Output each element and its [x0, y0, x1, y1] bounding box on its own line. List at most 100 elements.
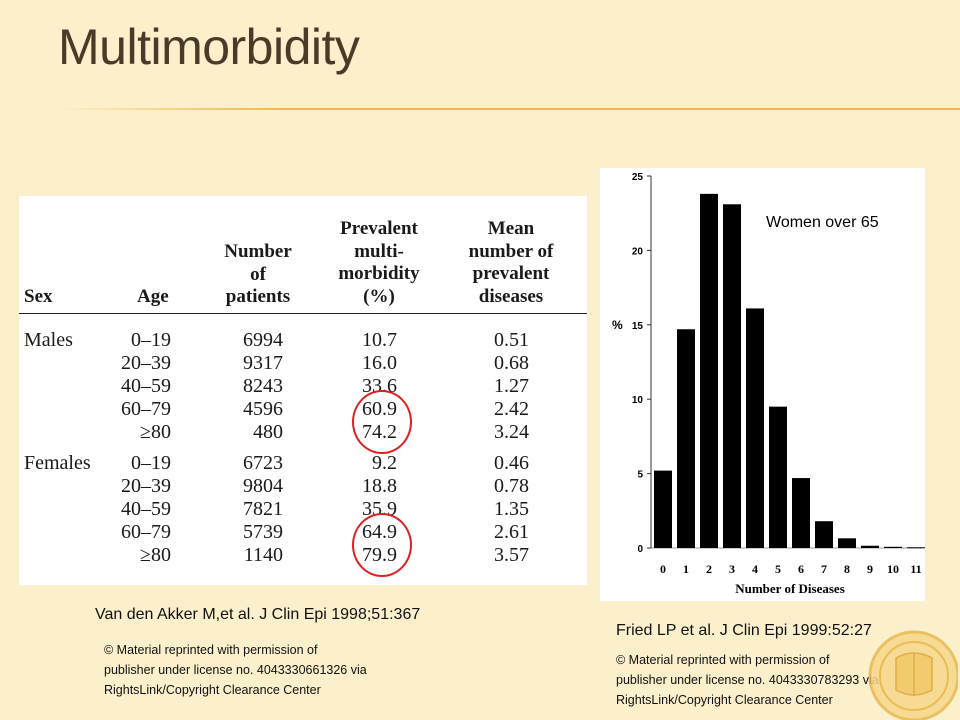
disease-count-histogram: % Number of Diseases Women over 65 05101… — [612, 172, 925, 596]
title-underline — [58, 108, 960, 110]
multimorbidity-table-panel: Sex Age Number of patients Prevalent mul… — [19, 196, 587, 585]
y-axis-label: % — [612, 318, 623, 332]
table-cell-age: 0–19 — [131, 452, 171, 474]
table-cell-age: 0–19 — [131, 329, 171, 351]
header-number-line: of — [250, 263, 266, 285]
slide-title: Multimorbidity — [58, 19, 360, 75]
table-cell-patients: 8243 — [243, 375, 283, 397]
table-cell-age: 60–79 — [121, 521, 171, 543]
x-axis-label: Number of Diseases — [735, 581, 845, 596]
highlight-circle — [352, 390, 412, 454]
y-tick-label: 25 — [632, 172, 644, 183]
table-cell-prevalence: 9.2 — [372, 452, 397, 474]
header-prevalent-line: (%) — [363, 285, 395, 307]
x-tick-label: 4 — [752, 562, 758, 576]
header-mean-line: prevalent — [472, 263, 550, 284]
permission-right: © Material reprinted with permission of … — [616, 650, 879, 710]
x-tick-label: 8 — [844, 562, 850, 576]
histogram-bar — [907, 547, 925, 549]
x-tick-label: 3 — [729, 562, 735, 576]
disease-count-chart-panel: % Number of Diseases Women over 65 0 5 10 1… — [600, 168, 925, 601]
header-mean-line: number of — [468, 240, 554, 262]
header-mean-diseases: Mean number of prevalent diseases — [451, 218, 571, 308]
table-cell-mean: 2.61 — [494, 521, 529, 543]
x-tick-label: 5 — [775, 562, 781, 576]
permission-right-line: © Material reprinted with permission of — [616, 653, 830, 667]
histogram-bar — [746, 308, 764, 548]
header-sex: Sex — [24, 286, 53, 307]
x-tick-label: 1 — [683, 562, 689, 576]
table-cell-prevalence: 10.7 — [362, 329, 397, 351]
table-cell-patients: 9804 — [243, 475, 283, 497]
chart-annotation: Women over 65 — [766, 214, 879, 231]
histogram-bar — [654, 470, 672, 548]
y-tick-label: 0 — [637, 544, 643, 555]
table-cell-patients: 4596 — [243, 398, 283, 420]
citation-right: Fried LP et al. J Clin Epi 1999:52:27 — [616, 622, 872, 639]
table-cell-prevalence: 18.8 — [362, 475, 397, 497]
header-number-line: patients — [225, 286, 291, 307]
table-cell-mean: 1.27 — [494, 375, 529, 397]
histogram-bar — [700, 193, 718, 548]
group-label-females: Females — [24, 452, 91, 474]
citation-left: Van den Akker M,et al. J Clin Epi 1998;5… — [95, 606, 421, 623]
table-cell-patients: 7821 — [243, 498, 283, 520]
header-mean-line: diseases — [478, 285, 544, 307]
table-cell-mean: 0.46 — [494, 452, 529, 474]
table-cell-age: 60–79 — [121, 398, 171, 420]
table-cell-age: ≥80 — [140, 544, 171, 566]
permission-left: © Material reprinted with permission of … — [104, 640, 367, 700]
histogram-bar — [815, 521, 833, 548]
y-tick-label: 10 — [632, 395, 644, 406]
histogram-bar — [792, 478, 810, 548]
permission-right-line: publisher under license no. 404333078329… — [616, 673, 879, 687]
table-cell-age: 20–39 — [121, 475, 171, 497]
university-seal-icon — [868, 630, 958, 720]
histogram-bar — [838, 538, 856, 548]
header-age: Age — [137, 286, 169, 307]
table-cell-mean: 2.42 — [494, 398, 529, 420]
histogram-bar — [677, 329, 695, 548]
table-cell-age: ≥80 — [140, 421, 171, 443]
highlight-circle — [352, 513, 412, 577]
table-cell-mean: 3.57 — [494, 544, 529, 566]
table-cell-mean: 0.51 — [494, 329, 529, 351]
header-number-line: Number — [224, 241, 292, 262]
x-tick-label: 2 — [706, 562, 712, 576]
table-cell-patients: 9317 — [243, 352, 283, 374]
histogram-bar — [861, 545, 879, 548]
header-divider — [19, 313, 587, 314]
multimorbidity-table: Sex Age Number of patients Prevalent mul… — [19, 196, 587, 585]
permission-left-line: RightsLink/Copyright Clearance Center — [104, 683, 321, 697]
table-cell-patients: 5739 — [243, 521, 283, 543]
header-prevalent-line: Prevalent — [340, 218, 418, 239]
y-tick-label: 20 — [632, 246, 644, 257]
histogram-bar — [884, 546, 902, 548]
x-tick-label: 0 — [660, 562, 666, 576]
table-cell-age: 40–59 — [121, 375, 171, 397]
header-prevalent-multimorbidity: Prevalent multi- morbidity (%) — [324, 218, 434, 308]
x-tick-label: 9 — [867, 562, 873, 576]
table-cell-mean: 1.35 — [494, 498, 529, 520]
y-tick-label: 5 — [637, 470, 643, 481]
permission-right-line: RightsLink/Copyright Clearance Center — [616, 693, 833, 707]
y-tick-label: 15 — [632, 321, 644, 332]
header-prevalent-line: multi- — [354, 240, 404, 262]
permission-left-line: © Material reprinted with permission of — [104, 643, 318, 657]
histogram-bar — [723, 204, 741, 548]
histogram-bar — [769, 406, 787, 548]
table-cell-age: 40–59 — [121, 498, 171, 520]
table-cell-mean: 3.24 — [494, 421, 529, 443]
table-cell-patients: 6994 — [243, 329, 283, 351]
table-cell-age: 20–39 — [121, 352, 171, 374]
table-cell-mean: 0.78 — [494, 475, 529, 497]
permission-left-line: publisher under license no. 404333066132… — [104, 663, 367, 677]
table-cell-prevalence: 16.0 — [362, 352, 397, 374]
table-cell-mean: 0.68 — [494, 352, 529, 374]
group-label-males: Males — [24, 329, 73, 351]
table-cell-patients: 1140 — [243, 544, 283, 566]
header-number-of-patients: Number of patients — [209, 241, 307, 309]
table-cell-patients: 480 — [253, 421, 283, 443]
x-tick-label: 11 — [910, 562, 921, 576]
header-prevalent-line: morbidity — [338, 263, 420, 284]
